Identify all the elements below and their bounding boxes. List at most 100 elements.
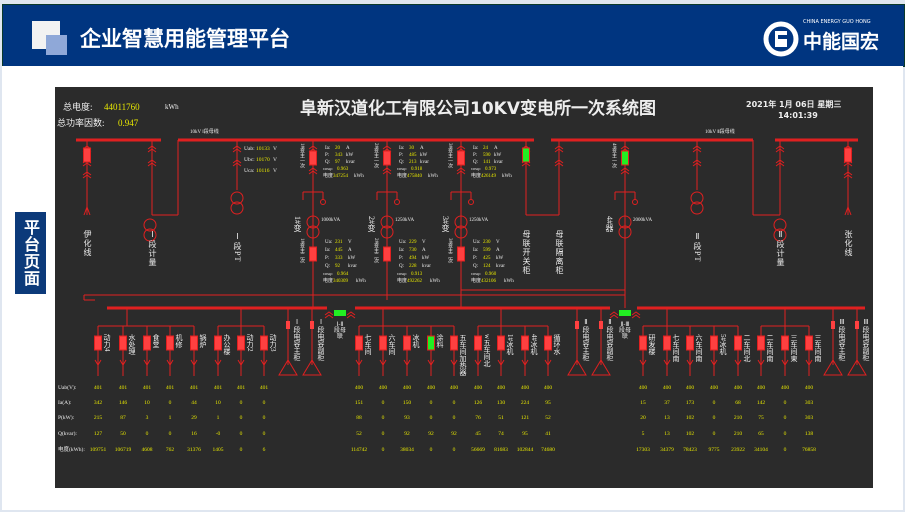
tie-breaker-icon[interactable]	[334, 310, 346, 316]
tie-breaker-icon[interactable]	[619, 310, 631, 316]
breaker-icon[interactable]	[403, 335, 411, 351]
breaker-icon[interactable]	[710, 335, 718, 351]
table-cell: 400	[354, 385, 364, 391]
reading-unit: kW	[494, 153, 502, 158]
breaker-icon[interactable]	[355, 335, 363, 351]
reading-label: Q:	[325, 160, 330, 165]
breaker-icon[interactable]	[214, 335, 222, 351]
table-cell: 400	[473, 385, 483, 391]
table-cell: 401	[236, 385, 246, 391]
breaker-icon[interactable]	[686, 335, 694, 351]
breaker-icon[interactable]	[237, 335, 245, 351]
breaker-icon[interactable]	[166, 335, 174, 351]
reading-label: Q:	[473, 264, 478, 269]
reading-unit: A	[422, 248, 426, 253]
date-text: 2021年 1月 06日 星期三	[746, 100, 842, 109]
breaker-icon[interactable]	[474, 335, 482, 351]
feeder-label: Ⅰ段电容副柜	[317, 318, 325, 361]
feeder-label: Ⅰ段电容主柜	[293, 318, 301, 361]
breaker-icon[interactable]	[309, 246, 317, 262]
breaker-icon[interactable]	[599, 321, 603, 329]
table-cell: 13	[664, 415, 670, 421]
table-cell: 52	[356, 431, 362, 437]
breaker-icon[interactable]	[831, 321, 835, 329]
feeder-label: 锅炉	[199, 334, 207, 348]
breaker-icon[interactable]	[379, 335, 387, 351]
breaker-icon[interactable]	[286, 321, 290, 329]
breaker-icon[interactable]	[844, 147, 852, 163]
breaker-icon[interactable]	[621, 150, 629, 166]
table-cell: 93	[404, 415, 410, 421]
breaker-icon[interactable]	[383, 246, 391, 262]
transformer-icon	[454, 225, 468, 239]
breaker-icon[interactable]	[427, 335, 435, 351]
table-cell: 210	[733, 415, 743, 421]
breaker-icon[interactable]	[310, 321, 314, 329]
breaker-icon[interactable]	[309, 150, 317, 166]
tie-label: Ⅱ-Ⅲ段母联	[619, 322, 632, 340]
reading-label: Ia:	[473, 146, 479, 151]
breaker-icon[interactable]	[855, 321, 859, 329]
breaker-icon[interactable]	[457, 150, 465, 166]
load-arrow-icon	[355, 359, 363, 366]
breaker-icon[interactable]	[757, 335, 765, 351]
load-arrow-icon	[450, 359, 458, 366]
breaker-icon[interactable]	[521, 335, 529, 351]
breaker-icon[interactable]	[83, 147, 91, 163]
feeder-label: 5#冰机	[719, 334, 727, 355]
reading-value: 432106	[481, 279, 496, 284]
breaker-icon[interactable]	[575, 321, 579, 329]
breaker-icon[interactable]	[457, 246, 465, 262]
table-cell: 401	[213, 385, 223, 391]
table-cell: 95	[522, 431, 528, 437]
table-cell: 142	[756, 400, 766, 406]
breaker-icon[interactable]	[143, 335, 151, 351]
feeder-label-top: 母联开关柜	[522, 230, 531, 275]
table-cell: 0	[783, 415, 787, 421]
table-cell: 102844	[516, 447, 534, 453]
transformer-icon	[230, 201, 244, 215]
load-arrow-icon	[710, 359, 718, 366]
breaker-icon[interactable]	[119, 335, 127, 351]
feeder-label-top: 母联隔离柜	[555, 230, 564, 275]
reading-unit: kWh	[356, 279, 366, 284]
disconnector-icon	[346, 311, 356, 319]
transformer-capacity: 1250kVA	[469, 218, 489, 223]
breaker-icon[interactable]	[260, 335, 268, 351]
breaker-icon[interactable]	[94, 335, 102, 351]
table-cell: 400	[804, 385, 814, 391]
reading-label: 电度	[323, 174, 334, 179]
breaker-icon[interactable]	[190, 335, 198, 351]
breaker-icon[interactable]	[450, 335, 458, 351]
breaker-icon[interactable]	[663, 335, 671, 351]
disconnector-icon	[692, 159, 702, 167]
breaker-icon[interactable]	[734, 335, 742, 351]
transformer-icon	[773, 228, 787, 242]
breaker-icon[interactable]	[781, 335, 789, 351]
sidebar-page-label[interactable]: 平台页面	[15, 212, 46, 294]
pt-reading-label: Uab:	[244, 146, 255, 152]
tie-breaker-icon[interactable]	[522, 147, 530, 163]
table-cell: 15	[640, 400, 646, 406]
transformer-icon	[618, 225, 632, 239]
table-cell: 0	[239, 431, 243, 437]
disconnector-icon	[382, 167, 392, 175]
reading-unit: A	[346, 146, 350, 151]
reading-value: 141	[483, 160, 491, 165]
breaker-icon[interactable]	[639, 335, 647, 351]
table-cell: 400	[449, 385, 459, 391]
table-cell: 400	[402, 385, 412, 391]
breaker-icon[interactable]	[805, 335, 813, 351]
feeder-label: 七车间	[364, 334, 372, 355]
transformer-icon	[380, 225, 394, 239]
capacitor-bank-icon	[567, 359, 587, 376]
breaker-icon[interactable]	[544, 335, 552, 351]
load-arrow-icon	[521, 359, 529, 366]
breaker-icon[interactable]	[383, 150, 391, 166]
reading-unit: kW	[420, 153, 428, 158]
table-cell: 34379	[660, 447, 674, 453]
table-cell: 0	[381, 431, 385, 437]
feeder-label: 五车间加热器	[459, 334, 467, 376]
disconnector-icon	[843, 171, 853, 179]
breaker-icon[interactable]	[497, 335, 505, 351]
